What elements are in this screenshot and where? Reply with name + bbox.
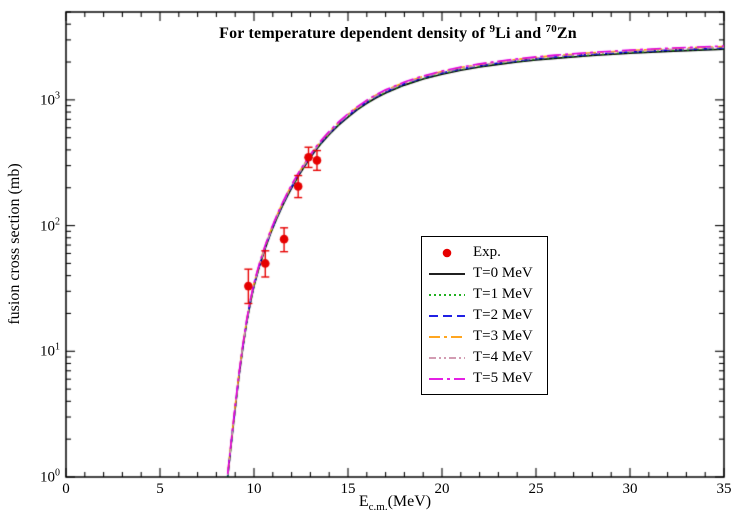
x-axis-label: Ec.m.(MeV) (359, 493, 431, 513)
x-tick-label: 25 (528, 481, 544, 497)
x-axis-label-base: E (358, 493, 369, 510)
legend-label: T=0 MeV (473, 265, 533, 281)
isotope1-symbol: Li (495, 25, 511, 43)
legend-entry: T=1 MeV (428, 284, 533, 305)
legend-entry: T=0 MeV (428, 263, 533, 284)
legend-entry: Exp. (428, 242, 533, 263)
legend-entry: T=3 MeV (428, 326, 533, 347)
x-tick-label: 30 (622, 481, 638, 497)
y-tick-label: 101 (40, 341, 60, 360)
legend-label: T=2 MeV (473, 307, 533, 323)
isotope2-symbol: Zn (556, 25, 577, 43)
series-line-swatch (428, 330, 466, 344)
exp-marker-icon (428, 246, 466, 260)
y-tick-label: 100 (40, 467, 60, 486)
x-tick-label: 0 (62, 481, 70, 497)
y-tick-label: 103 (40, 90, 60, 109)
x-axis-label-unit: (MeV) (387, 493, 432, 510)
x-tick-label: 20 (434, 481, 450, 497)
legend-label: T=4 MeV (473, 349, 533, 365)
legend-box: Exp. T=0 MeV T=1 MeV T=2 MeV T=3 MeV T=4 MeV T… (421, 236, 548, 395)
y-tick-label: 102 (40, 216, 60, 235)
legend-label: Exp. (473, 244, 501, 260)
series-line-swatch (428, 372, 466, 386)
isotope2-mass-superscript: 70 (545, 22, 557, 35)
x-tick-label: 15 (340, 481, 356, 497)
legend-label: T=5 MeV (473, 370, 533, 386)
isotope1-mass-superscript: 9 (489, 22, 496, 35)
chart-title: For temperature dependent density of 9Li… (219, 23, 577, 43)
legend-entry: T=5 MeV (428, 368, 533, 389)
legend-entry: T=4 MeV (428, 347, 533, 368)
chart-title-conjunction: and (510, 25, 546, 43)
x-axis-label-subscript: c.m. (368, 501, 388, 514)
series-line-swatch (428, 309, 466, 323)
y-axis-label: fusion cross section (mb) (6, 163, 23, 325)
legend-label: T=1 MeV (473, 286, 533, 302)
series-line-swatch (428, 267, 466, 281)
series-line-swatch (428, 351, 466, 365)
x-tick-label: 35 (716, 481, 732, 497)
x-tick-label: 10 (246, 481, 262, 497)
series-line-swatch (428, 288, 466, 302)
chart-title-text: For temperature dependent density of (219, 25, 490, 43)
legend-entry: T=2 MeV (428, 305, 533, 326)
legend-label: T=3 MeV (473, 328, 533, 344)
x-tick-label: 5 (156, 481, 164, 497)
